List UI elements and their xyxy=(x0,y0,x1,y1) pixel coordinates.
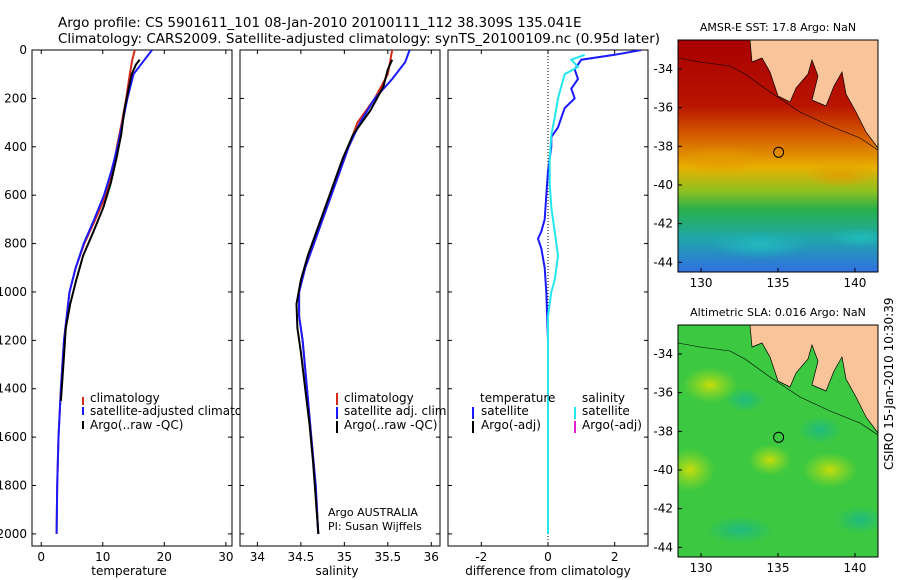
difference-legend: temperature satellite Argo(-adj) salinit… xyxy=(472,391,642,433)
y-tick-label: -44 xyxy=(653,255,673,269)
salinity-legend: climatology satellite adj. clim. Argo(..… xyxy=(336,391,450,433)
y-tick-label: 600 xyxy=(4,188,27,202)
sst-map-panel: AMSR-E SST: 17.8 Argo: NaN xyxy=(653,21,879,290)
y-tick-label: 800 xyxy=(4,237,27,251)
y-tick-label: 0 xyxy=(19,43,27,57)
legend-label-sal-satellite: satellite xyxy=(582,404,630,418)
y-tick-label: -34 xyxy=(653,62,673,76)
sla-map-panel: Altimetric SLA: 0.016 Argo: NaN xyxy=(653,306,879,575)
salinity-axes-frame xyxy=(239,49,441,547)
x-tick-label: 0 xyxy=(544,550,552,564)
legend-label-sal-argo: Argo(-adj) xyxy=(582,418,642,432)
sla-map-title: Altimetric SLA: 0.016 Argo: NaN xyxy=(690,306,866,319)
salinity-xlabel: salinity xyxy=(315,564,358,578)
y-tick-label: 400 xyxy=(4,140,27,154)
y-tick-label: -42 xyxy=(653,217,673,231)
header-line-2: Climatology: CARS2009. Satellite-adjuste… xyxy=(58,31,660,47)
legend-label-satellite-adj: satellite adj. clim. xyxy=(344,404,450,418)
credit-timestamp: CSIRO 15-Jan-2010 10:30:39 xyxy=(882,298,896,470)
x-tick-label: 34.5 xyxy=(288,550,315,564)
x-tick-label: 130 xyxy=(690,276,713,290)
x-tick-label: 20 xyxy=(157,550,172,564)
header-line-1: Argo profile: CS 5901611_101 08-Jan-2010… xyxy=(58,15,581,31)
y-tick-label: -34 xyxy=(653,347,673,361)
salinity-panel: 34 34.5 35 35.5 36 salinity climatology sate… xyxy=(239,49,450,578)
x-tick-label: 140 xyxy=(843,561,866,575)
y-tick-label: -36 xyxy=(653,386,673,400)
legend-label-climatology: climatology xyxy=(90,391,160,405)
x-tick-label: 36 xyxy=(424,550,439,564)
y-tick-label: -42 xyxy=(653,502,673,516)
land-mass xyxy=(749,325,878,434)
argo-position-marker xyxy=(773,431,785,443)
y-tick-label: 1600 xyxy=(0,430,27,444)
x-tick-label: 30 xyxy=(218,550,233,564)
x-tick-label: 140 xyxy=(843,276,866,290)
y-tick-label: -38 xyxy=(653,424,673,438)
x-tick-label: 135 xyxy=(767,561,790,575)
land-mass xyxy=(749,40,878,149)
x-tick-label: 130 xyxy=(690,561,713,575)
argo-program-label: Argo AUSTRALIA xyxy=(328,506,418,519)
y-tick-label: -40 xyxy=(653,463,673,477)
difference-xlabel: difference from climatology xyxy=(465,564,631,578)
series-line-argo-raw-qc- xyxy=(295,59,394,534)
series-line-satellite xyxy=(547,53,586,534)
legend-label-climatology: climatology xyxy=(344,391,414,405)
y-tick-label: 200 xyxy=(4,91,27,105)
temperature-axes-frame xyxy=(31,49,233,547)
y-tick-label: 1400 xyxy=(0,382,27,396)
shelf-contour xyxy=(678,57,878,151)
y-tick-label: -36 xyxy=(653,101,673,115)
sst-heatmap xyxy=(678,40,878,272)
x-tick-label: -2 xyxy=(475,550,487,564)
y-tick-label: -40 xyxy=(653,178,673,192)
argo-position-marker xyxy=(773,146,785,158)
x-tick-label: 10 xyxy=(95,550,110,564)
difference-panel: -2 0 2 difference from climatology tempera… xyxy=(447,49,649,578)
temperature-panel: 0 10 20 30 0 200 400 600 800 1000 1200 1400 1600 1800… xyxy=(0,43,268,578)
legend-group-temperature: temperature xyxy=(480,391,555,405)
legend-label-temp-satellite: satellite xyxy=(481,404,529,418)
argo-pi-label: PI: Susan Wijffels xyxy=(328,520,422,533)
x-tick-label: 0 xyxy=(37,550,45,564)
legend-group-salinity: salinity xyxy=(582,391,625,405)
y-tick-label: 1800 xyxy=(0,479,27,493)
series-line-argo-raw-qc- xyxy=(59,59,141,401)
legend-label-temp-argo: Argo(-adj) xyxy=(481,418,541,432)
sst-map-title: AMSR-E SST: 17.8 Argo: NaN xyxy=(700,21,856,34)
temperature-legend: climatology satellite-adjusted climatolo… xyxy=(82,391,268,432)
y-tick-label: -44 xyxy=(653,540,673,554)
x-tick-label: 35 xyxy=(337,550,352,564)
legend-label-argo: Argo(..raw -QC) xyxy=(344,418,437,432)
y-tick-label: 2000 xyxy=(0,527,27,541)
x-tick-label: 34 xyxy=(250,550,265,564)
y-tick-label: 1200 xyxy=(0,333,27,347)
sla-heatmap xyxy=(678,325,878,557)
series-line-satellite-adjusted-climatology xyxy=(55,50,153,534)
x-tick-label: 35.5 xyxy=(374,550,401,564)
shelf-contour xyxy=(678,342,878,436)
x-tick-label: 2 xyxy=(611,550,619,564)
legend-label-satellite-adjusted: satellite-adjusted climatology xyxy=(90,404,268,418)
legend-label-argo: Argo(..raw -QC) xyxy=(90,418,183,432)
x-tick-label: 135 xyxy=(767,276,790,290)
temperature-xlabel: temperature xyxy=(91,564,166,578)
y-tick-label: 1000 xyxy=(0,285,27,299)
y-tick-label: -38 xyxy=(653,139,673,153)
